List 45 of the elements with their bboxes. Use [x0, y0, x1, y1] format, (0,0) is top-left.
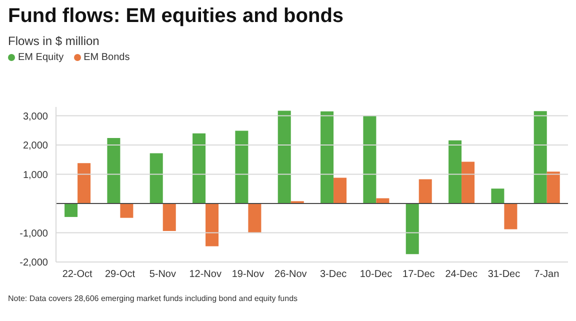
bar	[64, 204, 78, 217]
y-tick-label: 3,000	[22, 111, 48, 122]
x-tick-label: 22-Oct	[62, 269, 93, 280]
bar	[120, 204, 134, 218]
bar	[107, 138, 120, 204]
y-tick-label: -1,000	[20, 228, 48, 240]
bar	[462, 162, 475, 204]
bar	[206, 204, 219, 246]
bar	[320, 111, 334, 204]
x-tick-label: 3-Dec	[320, 269, 347, 280]
legend-label: EM Bonds	[82, 52, 130, 63]
bar	[363, 116, 376, 204]
bar	[491, 188, 504, 204]
bar	[376, 198, 390, 204]
x-tick-label: 12-Nov	[189, 269, 222, 280]
y-tick-label: 2,000	[22, 140, 48, 152]
bar	[192, 133, 206, 204]
x-tick-label: 17-Dec	[402, 269, 435, 280]
bar	[162, 204, 176, 231]
x-tick-label: 31-Dec	[488, 269, 520, 280]
chart-subtitle: Flows in $ million	[8, 34, 100, 48]
text: Note: Data covers 28,606 emerging market funds including bond and equity funds	[8, 294, 299, 303]
x-tick-label: 24-Dec	[445, 269, 478, 280]
bar	[334, 178, 347, 204]
bar	[150, 153, 163, 204]
x-tick-label: 7-Jan	[534, 269, 560, 280]
bar	[504, 204, 518, 230]
bar	[418, 179, 432, 204]
x-tick-label: 19-Nov	[232, 269, 264, 280]
x-tick-label: 26-Nov	[274, 269, 307, 280]
bar	[235, 130, 248, 204]
bar	[248, 204, 262, 234]
x-tick-label: 5-Nov	[149, 269, 176, 280]
x-tick-label: 10-Dec	[360, 269, 392, 280]
chart-title: Fund flows: EM equities and bonds	[8, 4, 345, 28]
bar	[278, 110, 291, 204]
bar	[406, 204, 419, 254]
bar	[534, 111, 547, 204]
bar	[546, 172, 560, 204]
bar	[78, 163, 91, 204]
y-tick-label: -2,000	[20, 258, 48, 269]
bar	[448, 140, 462, 204]
x-tick-label: 29-Oct	[104, 269, 136, 280]
y-tick-label: 1,000	[22, 170, 48, 181]
legend-label: EM Equity	[17, 52, 64, 63]
